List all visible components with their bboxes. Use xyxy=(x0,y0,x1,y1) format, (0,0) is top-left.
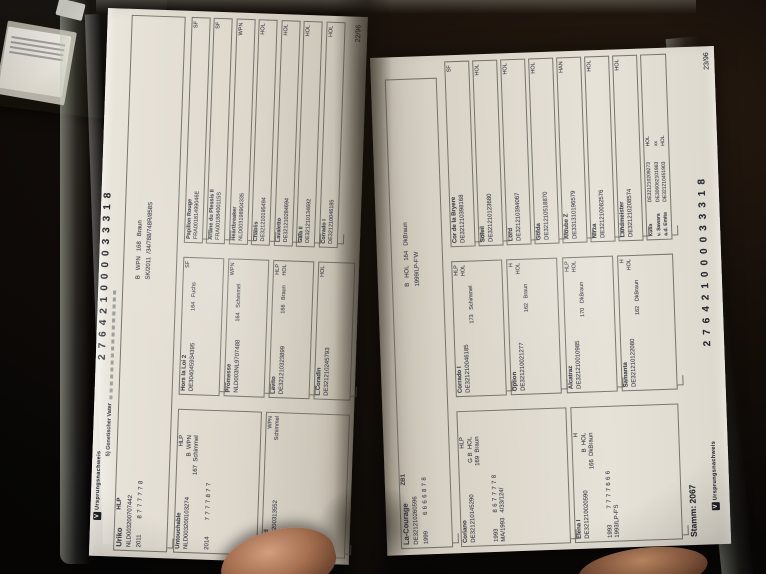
plastic-sleeve-left-edge xyxy=(60,0,90,564)
plastic-sleeve-top-edge xyxy=(96,0,696,14)
